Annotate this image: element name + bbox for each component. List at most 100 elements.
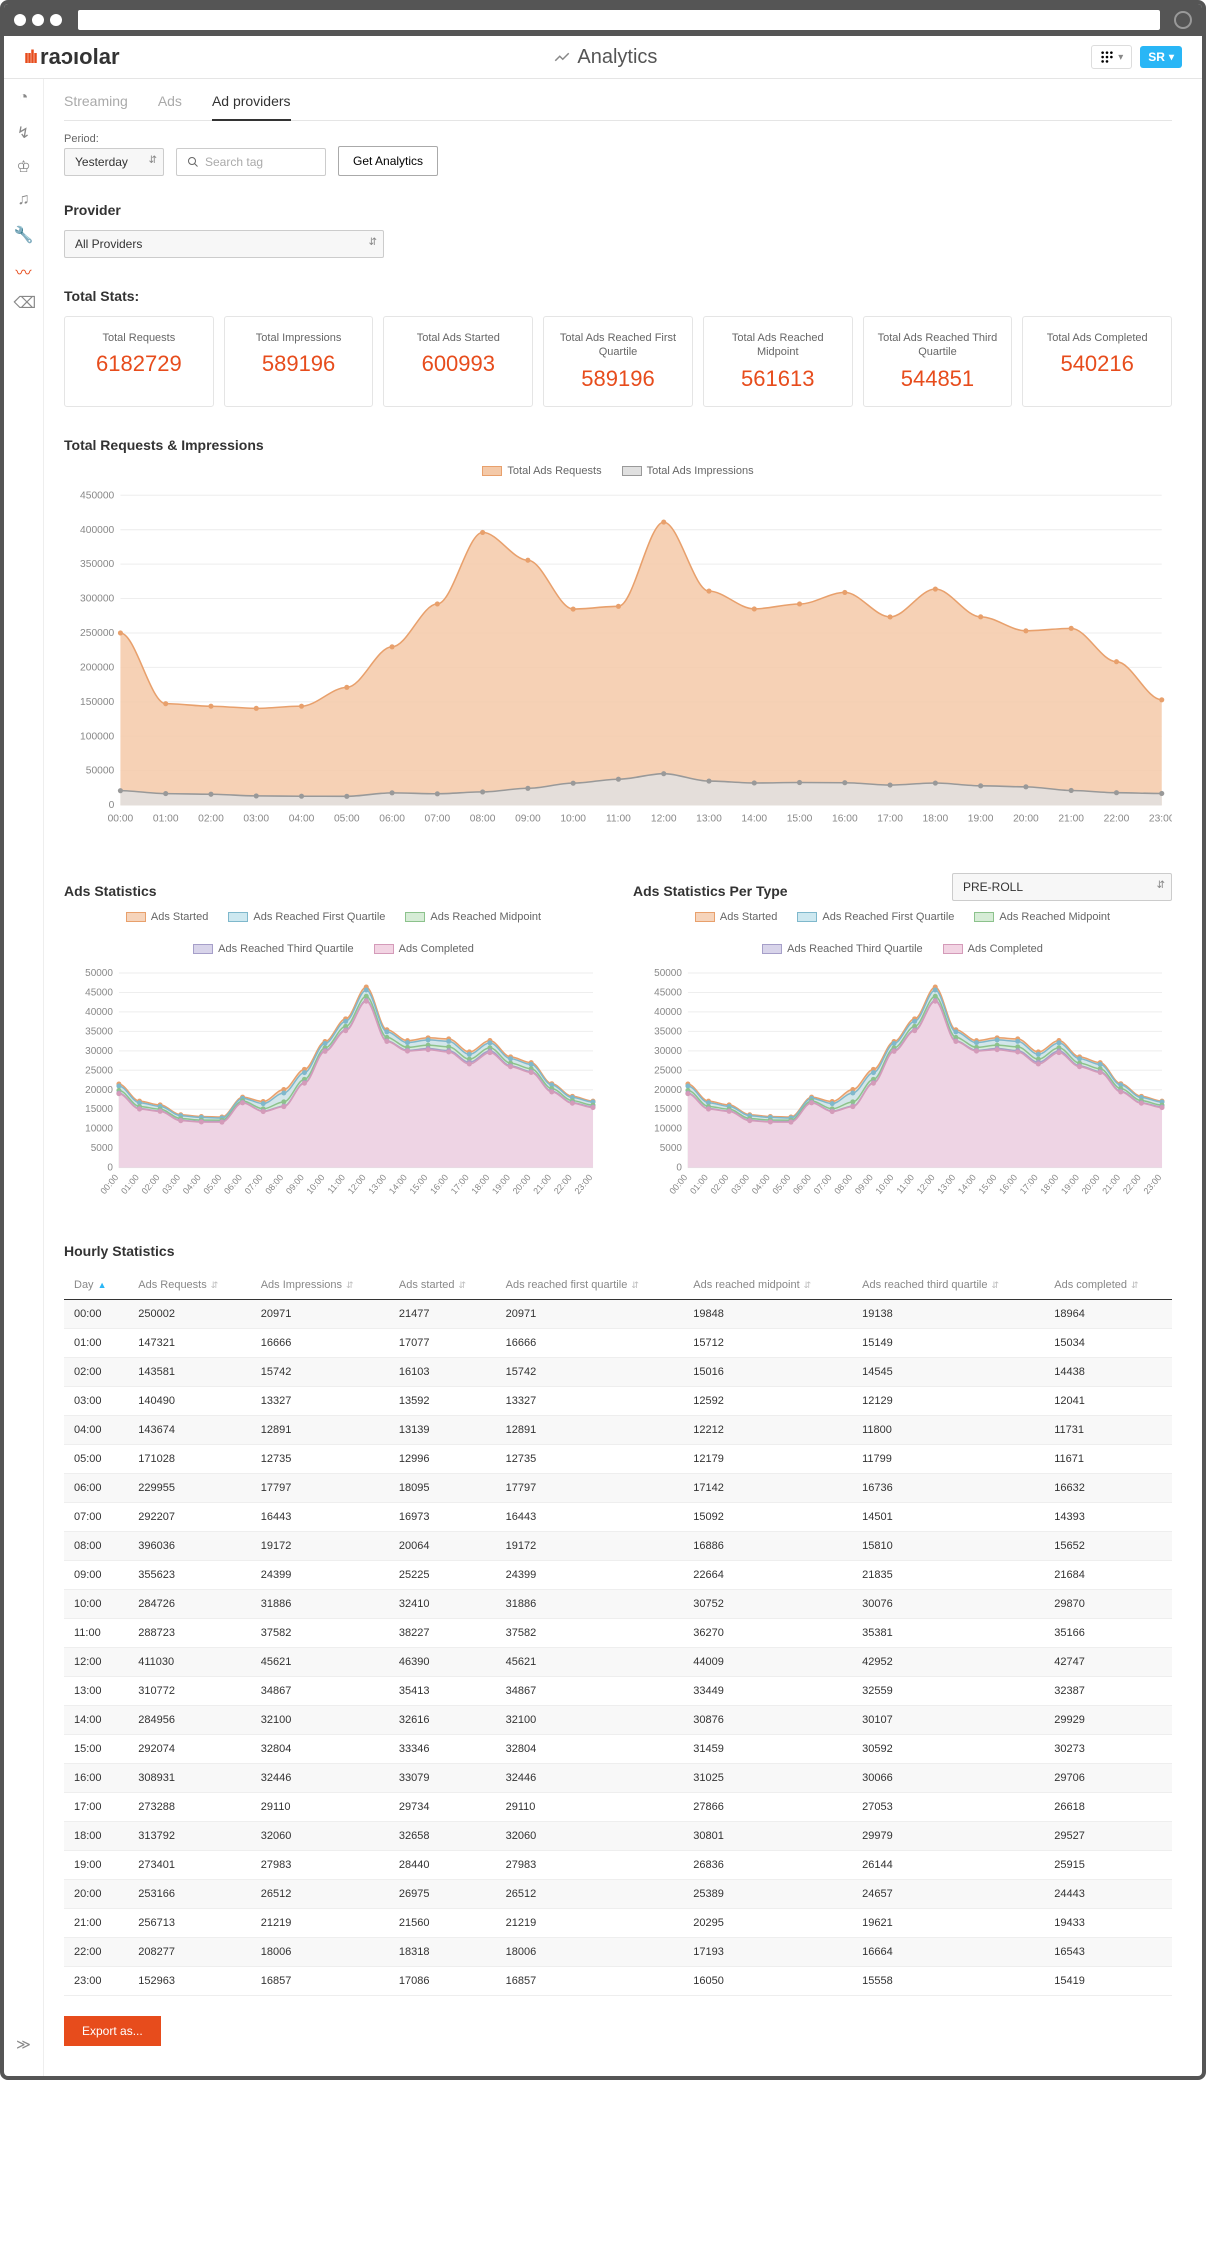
table-row: 03:0014049013327135921332712592121291204…	[64, 1386, 1172, 1415]
svg-text:00:00: 00:00	[108, 813, 134, 824]
legend-item: Ads Reached Third Quartile	[762, 943, 923, 955]
stat-card: Total Ads Reached Midpoint561613	[703, 316, 853, 407]
table-row: 01:0014732116666170771666615712151491503…	[64, 1328, 1172, 1357]
svg-text:09:00: 09:00	[853, 1173, 875, 1197]
stat-card: Total Ads Reached First Quartile589196	[543, 316, 693, 407]
ads-stats-title: Ads Statistics	[64, 883, 603, 899]
svg-text:17:00: 17:00	[877, 813, 903, 824]
export-button[interactable]: Export as...	[64, 2016, 161, 2046]
sidebar-analytics-icon[interactable]: 〰	[14, 259, 34, 279]
search-tag-input[interactable]: Search tag	[176, 148, 326, 176]
svg-text:09:00: 09:00	[284, 1173, 306, 1197]
table-row: 18:0031379232060326583206030801299792952…	[64, 1821, 1172, 1850]
table-row: 14:0028495632100326163210030876301072992…	[64, 1705, 1172, 1734]
svg-text:08:00: 08:00	[263, 1173, 285, 1197]
svg-text:5000: 5000	[660, 1144, 683, 1155]
table-row: 16:0030893132446330793244631025300662970…	[64, 1763, 1172, 1792]
table-header[interactable]: Day▲	[64, 1271, 128, 1300]
svg-text:16:00: 16:00	[428, 1173, 450, 1197]
get-analytics-button[interactable]: Get Analytics	[338, 146, 438, 176]
svg-text:14:00: 14:00	[956, 1173, 978, 1197]
table-header[interactable]: Ads Requests⇵	[128, 1271, 250, 1300]
svg-text:20:00: 20:00	[511, 1173, 533, 1197]
svg-text:04:00: 04:00	[181, 1173, 203, 1197]
ads-statistics-chart: 0500010000150002000025000300003500040000…	[64, 963, 603, 1213]
svg-text:23:00: 23:00	[1149, 813, 1172, 824]
svg-text:19:00: 19:00	[1059, 1173, 1081, 1197]
sidebar-bolt-icon[interactable]: ↯	[14, 123, 34, 143]
svg-text:50000: 50000	[86, 765, 115, 776]
stat-value: 561613	[714, 366, 842, 392]
legend-item: Ads Started	[695, 911, 777, 923]
svg-text:35000: 35000	[85, 1027, 113, 1038]
stat-label: Total Ads Started	[394, 331, 522, 345]
svg-text:400000: 400000	[80, 524, 115, 535]
svg-text:15:00: 15:00	[977, 1173, 999, 1197]
svg-text:15:00: 15:00	[787, 813, 813, 824]
legend-item: Ads Reached Midpoint	[974, 911, 1110, 923]
svg-text:13:00: 13:00	[366, 1173, 388, 1197]
tab-ads[interactable]: Ads	[158, 93, 182, 120]
svg-text:14:00: 14:00	[387, 1173, 409, 1197]
svg-text:19:00: 19:00	[490, 1173, 512, 1197]
table-header[interactable]: Ads reached midpoint⇵	[683, 1271, 852, 1300]
stat-value: 600993	[394, 351, 522, 377]
table-header[interactable]: Ads reached third quartile⇵	[852, 1271, 1044, 1300]
svg-text:25000: 25000	[85, 1066, 113, 1077]
svg-text:40000: 40000	[85, 1007, 113, 1018]
ad-type-select[interactable]: PRE-ROLL	[952, 873, 1172, 901]
apps-menu-button[interactable]: ▾	[1091, 45, 1132, 69]
table-header[interactable]: Ads completed⇵	[1044, 1271, 1172, 1300]
per-type-title: Ads Statistics Per Type	[633, 883, 788, 899]
svg-text:250000: 250000	[80, 628, 115, 639]
table-header[interactable]: Ads Impressions⇵	[251, 1271, 389, 1300]
window-dot[interactable]	[32, 14, 44, 26]
svg-text:03:00: 03:00	[160, 1173, 182, 1197]
brand-text: raᴐıolar	[40, 44, 120, 70]
table-row: 19:0027340127983284402798326836261442591…	[64, 1850, 1172, 1879]
refresh-icon[interactable]	[1174, 11, 1192, 29]
provider-select[interactable]: All Providers	[64, 230, 384, 258]
stat-label: Total Requests	[75, 331, 203, 345]
stat-label: Total Ads Reached First Quartile	[554, 331, 682, 360]
table-row: 04:0014367412891131391289112212118001173…	[64, 1415, 1172, 1444]
table-header[interactable]: Ads started⇵	[389, 1271, 496, 1300]
legend-item: Ads Started	[126, 911, 208, 923]
sidebar-user-icon[interactable]: ♔	[14, 157, 34, 177]
stat-label: Total Ads Completed	[1033, 331, 1161, 345]
svg-text:02:00: 02:00	[709, 1173, 731, 1197]
tabs: Streaming Ads Ad providers	[64, 79, 1172, 121]
svg-text:50000: 50000	[654, 968, 682, 979]
user-badge[interactable]: SR ▾	[1140, 46, 1182, 68]
svg-text:15000: 15000	[654, 1105, 682, 1116]
stat-value: 544851	[874, 366, 1002, 392]
sidebar-settings-icon[interactable]: 🔧	[14, 225, 34, 245]
svg-text:00:00: 00:00	[667, 1173, 689, 1197]
tab-ad-providers[interactable]: Ad providers	[212, 93, 291, 121]
table-header[interactable]: Ads reached first quartile⇵	[496, 1271, 684, 1300]
sidebar-calendar-icon[interactable]: ⌫	[14, 293, 34, 313]
svg-text:07:00: 07:00	[243, 1173, 265, 1197]
svg-text:12:00: 12:00	[346, 1173, 368, 1197]
window-dot[interactable]	[14, 14, 26, 26]
svg-text:16:00: 16:00	[997, 1173, 1019, 1197]
brand-logo[interactable]: ıılı raᴐıolar	[24, 44, 120, 70]
svg-text:10000: 10000	[654, 1124, 682, 1135]
stat-value: 589196	[235, 351, 363, 377]
tab-streaming[interactable]: Streaming	[64, 93, 128, 120]
svg-text:01:00: 01:00	[153, 813, 179, 824]
sidebar-music-icon[interactable]: ♫	[14, 191, 34, 211]
svg-text:06:00: 06:00	[222, 1173, 244, 1197]
logo-icon: ıılı	[24, 47, 36, 68]
window-dot[interactable]	[50, 14, 62, 26]
svg-text:05:00: 05:00	[770, 1173, 792, 1197]
svg-text:07:00: 07:00	[812, 1173, 834, 1197]
url-bar[interactable]	[78, 10, 1160, 30]
legend-item: Ads Completed	[943, 943, 1043, 955]
sidebar-expand-icon[interactable]: ≫	[14, 2036, 34, 2056]
period-select[interactable]: Yesterday	[64, 148, 164, 176]
stat-card: Total Requests6182729	[64, 316, 214, 407]
stat-value: 540216	[1033, 351, 1161, 377]
sidebar-dashboard-icon[interactable]: ◔	[14, 89, 34, 109]
svg-text:13:00: 13:00	[696, 813, 722, 824]
